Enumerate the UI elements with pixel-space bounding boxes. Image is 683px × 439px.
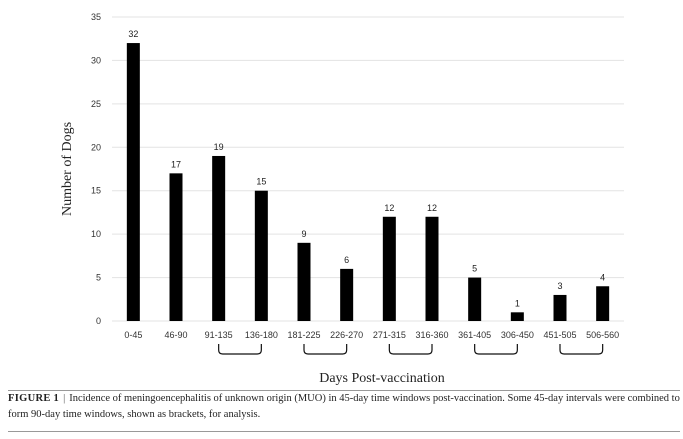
data-label-136-180: 15 — [256, 177, 266, 187]
bar-316-360 — [425, 216, 439, 321]
grid-lines — [112, 16, 624, 322]
x-tick-label-0-45: 0-45 — [124, 330, 142, 340]
x-tick-label-451-505: 451-505 — [543, 330, 576, 340]
bracket-361-405-306-450 — [474, 344, 518, 355]
data-label-226-270: 6 — [344, 255, 349, 265]
x-axis-ticks: 0-45 46-90 91-135 136-180 181-225 226-270 271-… — [124, 330, 619, 340]
caption-bottom-rule — [8, 431, 680, 432]
bar-226-270 — [340, 268, 354, 321]
y-tick-label-35: 35 — [91, 12, 101, 22]
bracket-451-505-506-560 — [559, 344, 604, 355]
x-tick-label-306-450: 306-450 — [501, 330, 534, 340]
bar-91-135 — [212, 155, 226, 321]
bar-451-505 — [553, 294, 567, 321]
data-label-316-360: 12 — [427, 203, 437, 213]
caption-separator: | — [63, 393, 66, 404]
figure-caption: FIGURE 1 | Incidence of meningoencephaliti… — [8, 391, 680, 423]
y-axis-ticks: 0 5 10 15 20 25 30 35 — [91, 12, 101, 326]
brackets — [218, 344, 604, 355]
bar-361-405 — [468, 277, 482, 321]
bracket-181-225-226-270 — [303, 344, 348, 355]
bar-136-180 — [254, 190, 268, 321]
y-axis-title: Number of Dogs — [60, 122, 75, 216]
bracket-91-135-136-180 — [218, 344, 262, 355]
y-tick-label-15: 15 — [91, 186, 101, 196]
data-label-181-225: 9 — [301, 229, 306, 239]
caption-top-rule — [8, 390, 680, 391]
y-tick-label-0: 0 — [96, 316, 101, 326]
x-tick-label-181-225: 181-225 — [287, 330, 320, 340]
bars — [126, 43, 610, 322]
figure-label: FIGURE 1 — [8, 393, 60, 404]
bracket-271-315-316-360 — [388, 344, 433, 355]
data-label-361-405: 5 — [472, 264, 477, 274]
x-tick-label-46-90: 46-90 — [164, 330, 187, 340]
data-labels: 32 17 19 15 9 6 12 12 5 1 3 4 — [128, 29, 605, 308]
y-tick-label-10: 10 — [91, 229, 101, 239]
x-axis-title: Days Post-vaccination — [319, 371, 445, 386]
x-tick-label-226-270: 226-270 — [330, 330, 363, 340]
y-tick-label-30: 30 — [91, 55, 101, 65]
bar-506-560 — [596, 286, 610, 321]
data-label-0-45: 32 — [128, 29, 138, 39]
x-tick-label-316-360: 316-360 — [415, 330, 448, 340]
caption-text: Incidence of meningoencephalitis of unkn… — [8, 393, 680, 420]
data-label-306-450: 1 — [515, 298, 520, 308]
y-tick-label-20: 20 — [91, 142, 101, 152]
x-tick-label-506-560: 506-560 — [586, 330, 619, 340]
x-tick-label-271-315: 271-315 — [373, 330, 406, 340]
data-label-46-90: 17 — [171, 159, 181, 169]
data-label-91-135: 19 — [214, 142, 224, 152]
bar-46-90 — [169, 173, 183, 321]
bar-306-450 — [510, 312, 524, 321]
bar-271-315 — [382, 216, 396, 321]
bar-181-225 — [297, 242, 311, 321]
data-label-506-560: 4 — [600, 272, 605, 282]
x-tick-label-361-405: 361-405 — [458, 330, 491, 340]
bar-chart: 0 5 10 15 20 25 30 35 32 17 19 15 9 6 12 12 5 1 3 4 0-45 46… — [60, 12, 624, 386]
y-tick-label-5: 5 — [96, 273, 101, 283]
y-tick-label-25: 25 — [91, 99, 101, 109]
data-label-451-505: 3 — [557, 281, 562, 291]
x-tick-label-91-135: 91-135 — [205, 330, 233, 340]
data-label-271-315: 12 — [384, 203, 394, 213]
bar-0-45 — [126, 43, 140, 322]
x-tick-label-136-180: 136-180 — [245, 330, 278, 340]
